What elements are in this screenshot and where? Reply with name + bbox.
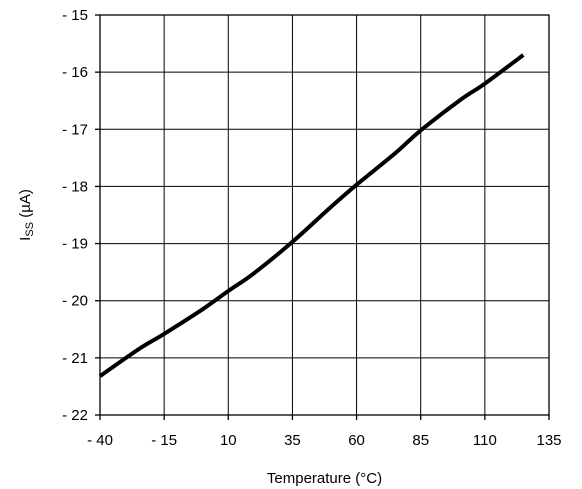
x-tick-label: 135 xyxy=(536,432,561,449)
y-tick-label: - 22 xyxy=(62,407,88,424)
y-axis-label-main: I xyxy=(17,237,34,241)
y-tick-label: - 18 xyxy=(62,178,88,195)
y-axis-label: ISS (µA) xyxy=(17,189,36,241)
y-tick-label: - 15 xyxy=(62,7,88,24)
y-tick-label: - 21 xyxy=(62,350,88,367)
y-tick-label: - 19 xyxy=(62,236,88,253)
y-tick-label: - 16 xyxy=(62,64,88,81)
y-axis-label-unit: (µA) xyxy=(17,189,34,222)
y-tick-label: - 17 xyxy=(62,121,88,138)
x-tick-label: 85 xyxy=(412,432,429,449)
y-axis-label-subscript: SS xyxy=(24,222,36,237)
x-tick-label: - 15 xyxy=(151,432,177,449)
x-axis-label: Temperature (°C) xyxy=(267,470,382,487)
x-tick-label: 10 xyxy=(220,432,237,449)
x-tick-label: 110 xyxy=(473,432,497,449)
x-tick-label: 60 xyxy=(348,432,365,449)
x-axis-ticks: - 40 - 15 10 35 60 85 110 135 xyxy=(87,415,562,449)
x-tick-label: - 40 xyxy=(87,432,113,449)
y-axis-ticks: - 15 - 16 - 17 - 18 - 19 - 20 - 21 - 22 xyxy=(62,7,100,424)
series-line xyxy=(98,53,525,378)
x-tick-label: 35 xyxy=(284,432,301,449)
plot-frame xyxy=(99,14,550,416)
y-tick-label: - 20 xyxy=(62,293,88,310)
